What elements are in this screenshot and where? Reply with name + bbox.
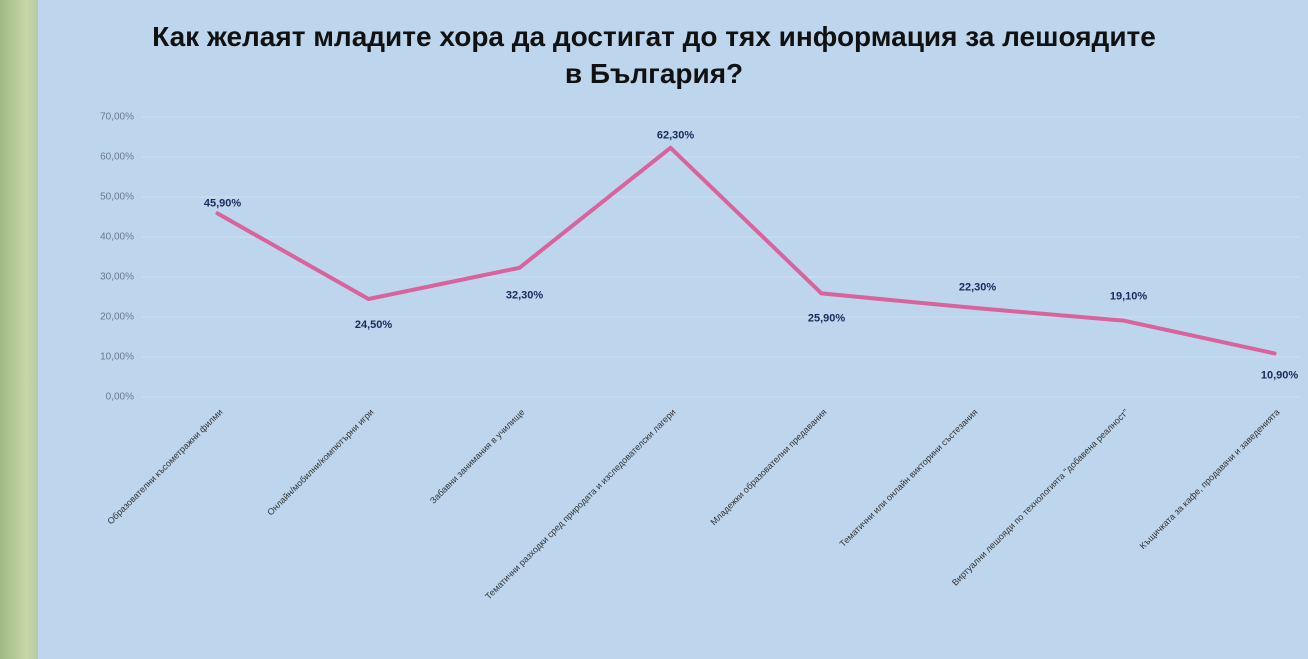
x-tick-label: Забавни занимания в училище [428, 407, 527, 506]
x-tick-label: Къщичката за кафе, продавачи и заведения… [1138, 407, 1282, 551]
data-label: 24,50% [355, 319, 393, 331]
x-tick-label: Тематични разходки сред природата и изсл… [483, 407, 677, 601]
y-tick-label: 70,00% [100, 112, 134, 123]
data-label: 32,30% [506, 290, 544, 302]
y-tick-label: 50,00% [100, 192, 134, 203]
x-tick-label: Виртуални лешояди по технологията "добав… [950, 407, 1131, 588]
data-label: 19,10% [1110, 291, 1148, 303]
y-tick-label: 20,00% [100, 312, 134, 323]
data-label: 10,90% [1261, 369, 1299, 381]
data-label: 22,30% [959, 282, 997, 294]
y-tick-label: 60,00% [100, 152, 134, 163]
y-tick-label: 40,00% [100, 232, 134, 243]
x-tick-label: Образователни късометражни филми [105, 407, 224, 526]
y-tick-label: 10,00% [100, 352, 134, 363]
y-tick-label: 30,00% [100, 272, 134, 283]
data-label: 62,30% [657, 130, 695, 142]
x-tick-label: Младежки образователни предавания [708, 407, 828, 527]
x-tick-label: Онлайн/мобилни/компютърни игри [265, 407, 375, 517]
chart-panel [38, 0, 1308, 659]
data-label: 25,90% [808, 312, 846, 324]
x-tick-label: Тематични или онлайн викторини състезани… [838, 407, 980, 549]
chart-title: Как желаят младите хора да достигат до т… [152, 21, 1156, 89]
data-label: 45,90% [204, 197, 242, 209]
line [215, 145, 1277, 356]
y-tick-label: 0,00% [106, 392, 134, 403]
